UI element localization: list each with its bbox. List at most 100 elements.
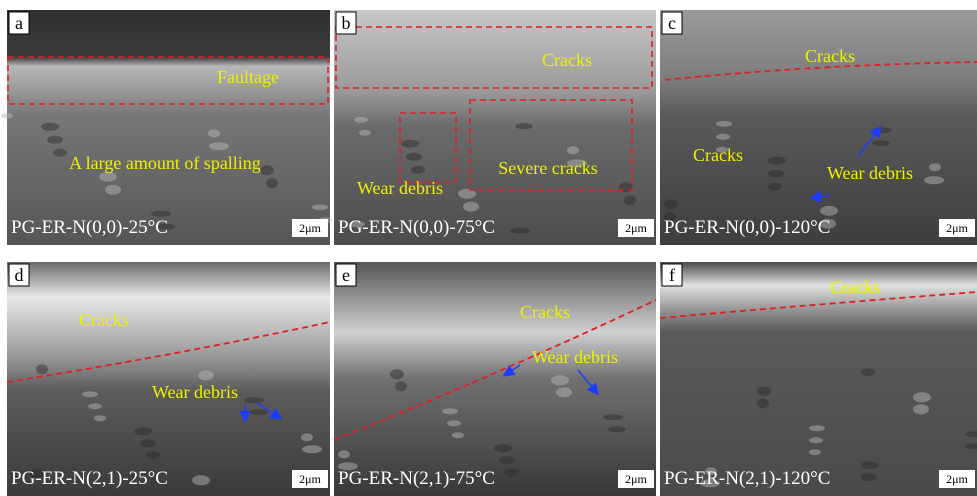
caption: PG-ER-N(2,1)-75°C	[338, 468, 495, 489]
texture	[768, 170, 784, 178]
texture	[208, 129, 220, 137]
texture	[809, 449, 821, 455]
texture	[913, 404, 929, 414]
texture	[94, 415, 106, 421]
texture	[260, 165, 274, 175]
texture	[872, 127, 892, 133]
annotation: Cracks	[520, 302, 570, 322]
texture	[151, 211, 171, 217]
texture	[338, 450, 350, 458]
texture	[913, 392, 931, 402]
texture	[716, 121, 732, 127]
panel-letter: d	[15, 265, 24, 285]
texture	[250, 409, 268, 415]
texture	[556, 387, 572, 397]
annotation: Cracks	[805, 46, 855, 66]
texture	[757, 398, 769, 408]
texture	[395, 381, 407, 391]
panel-letter: c	[668, 13, 676, 33]
texture	[134, 427, 152, 435]
annotation: Severe cracks	[498, 158, 597, 178]
texture	[664, 199, 678, 209]
texture	[88, 403, 102, 409]
texture	[266, 178, 278, 188]
texture	[302, 445, 322, 453]
panel: b Cracks Wear debris Severe cracks PG-ER-N(0…	[334, 10, 656, 245]
scale-label: 2μm	[625, 472, 647, 486]
texture	[442, 408, 458, 414]
texture	[809, 425, 825, 431]
texture	[99, 172, 117, 182]
texture	[198, 370, 214, 380]
texture	[390, 369, 404, 379]
annotation: Cracks	[542, 50, 592, 70]
figure: aFaultageA large amount of spallingPG-ER…	[0, 0, 977, 496]
annotation: Wear debris	[357, 178, 443, 198]
micrograph	[334, 10, 656, 245]
texture	[861, 473, 877, 481]
texture	[209, 142, 229, 150]
caption: PG-ER-N(0,0)-25°C	[11, 217, 168, 238]
texture	[768, 183, 782, 191]
texture	[192, 475, 210, 485]
texture	[301, 433, 313, 441]
texture	[768, 157, 786, 165]
scale-label: 2μm	[299, 221, 321, 235]
texture	[36, 364, 48, 374]
texture	[105, 185, 121, 195]
panel-letter: b	[342, 13, 351, 33]
annotation: Faultage	[217, 67, 279, 87]
texture	[872, 140, 890, 146]
texture	[504, 468, 518, 476]
texture	[567, 146, 579, 154]
texture	[603, 414, 623, 420]
texture	[515, 123, 533, 129]
panel-letter: a	[15, 13, 23, 33]
texture	[452, 432, 464, 438]
texture	[861, 368, 875, 376]
panel: e Cracks Wear debris PG-ER-N(2,1)-75°C 2μm	[334, 262, 656, 496]
texture	[463, 202, 479, 212]
panel: c Cracks Cracks Wear debris PG-ER-N(0,0)-120…	[660, 10, 977, 245]
texture	[608, 426, 626, 432]
texture	[499, 456, 515, 464]
panel-letter: e	[342, 265, 350, 285]
texture	[53, 149, 67, 157]
micrograph	[7, 262, 330, 496]
texture	[494, 444, 512, 452]
panel: f Cracks PG-ER-N(2,1)-120°C 2μm	[660, 262, 977, 496]
annotation: Wear debris	[827, 163, 913, 183]
texture	[809, 437, 823, 443]
micrograph	[660, 262, 977, 496]
texture	[447, 420, 461, 426]
texture	[929, 163, 941, 171]
annotation: Wear debris	[152, 382, 238, 402]
texture	[716, 134, 730, 140]
scale-label: 2μm	[625, 221, 647, 235]
texture	[47, 136, 63, 144]
texture	[624, 195, 636, 205]
texture	[82, 391, 98, 397]
texture	[312, 204, 328, 210]
scale-label: 2μm	[946, 472, 968, 486]
texture	[146, 451, 160, 459]
annotation: Cracks	[830, 277, 880, 297]
panel-letter: f	[669, 265, 675, 285]
texture	[411, 166, 425, 174]
annotation: Wear debris	[532, 347, 618, 367]
texture	[41, 123, 59, 131]
scale-label: 2μm	[299, 472, 321, 486]
caption: PG-ER-N(2,1)-120°C	[664, 468, 830, 489]
texture	[510, 228, 530, 234]
micrograph	[334, 262, 656, 496]
texture	[354, 117, 368, 123]
texture	[406, 153, 422, 161]
texture	[820, 206, 838, 216]
panel: aFaultageA large amount of spallingPG-ER…	[1, 10, 332, 245]
texture	[140, 439, 156, 447]
caption: PG-ER-N(0,0)-120°C	[664, 217, 830, 238]
annotation: Cracks	[693, 145, 743, 165]
caption: PG-ER-N(0,0)-75°C	[338, 217, 495, 238]
texture	[757, 386, 771, 396]
